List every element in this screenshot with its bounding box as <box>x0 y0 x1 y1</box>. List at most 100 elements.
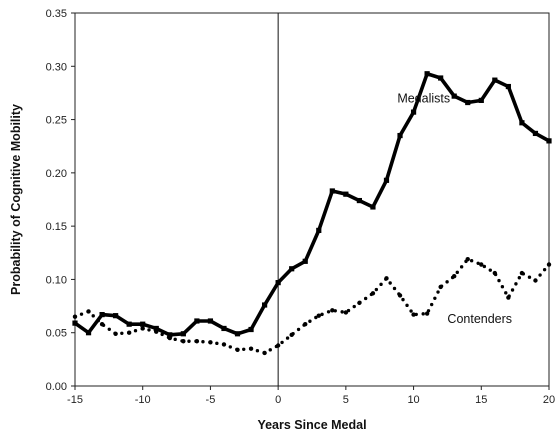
data-point <box>546 138 552 144</box>
y-tick-label: 0.15 <box>46 221 67 233</box>
series-line-contenders <box>73 257 551 355</box>
y-axis-title: Probability of Cognitive Mobility <box>9 104 23 295</box>
y-tick-label: 0.05 <box>46 328 67 340</box>
series-label-medalists: Medalists <box>397 91 450 105</box>
data-point <box>303 321 308 327</box>
data-point <box>506 295 511 300</box>
x-tick-label: 15 <box>475 394 487 406</box>
data-point <box>194 318 200 324</box>
data-point <box>181 339 186 344</box>
data-point <box>370 204 376 210</box>
data-point <box>330 308 335 313</box>
data-point <box>343 310 349 315</box>
x-tick-label: 0 <box>275 394 281 406</box>
data-point <box>85 330 92 336</box>
data-point <box>357 300 362 306</box>
data-point <box>154 329 159 334</box>
data-point <box>316 313 321 318</box>
x-tick-label: 10 <box>407 394 419 406</box>
data-point <box>384 276 389 281</box>
data-point <box>519 120 525 126</box>
data-point <box>410 109 417 115</box>
data-point <box>207 318 214 324</box>
data-point <box>86 309 91 314</box>
series-group <box>72 71 552 356</box>
data-point <box>397 132 403 139</box>
data-point <box>343 191 349 197</box>
y-tick-label: 0.10 <box>46 274 67 286</box>
data-point <box>262 350 267 356</box>
data-point <box>275 343 281 348</box>
data-point <box>289 332 294 338</box>
data-point <box>99 311 105 318</box>
data-point <box>248 346 254 351</box>
data-point <box>208 340 213 345</box>
data-point <box>478 97 484 103</box>
series-medalists <box>72 71 552 338</box>
data-point <box>167 332 173 338</box>
x-tick-label: -15 <box>67 394 83 406</box>
y-tick-label: 0.20 <box>46 168 67 180</box>
annotations: Medalists Contenders <box>397 91 512 326</box>
data-point <box>492 77 498 83</box>
data-point <box>370 291 376 296</box>
data-point <box>546 262 552 267</box>
data-point <box>438 284 443 290</box>
data-point <box>72 314 78 319</box>
data-point <box>126 321 132 327</box>
data-point <box>153 325 159 332</box>
data-point <box>289 266 295 272</box>
y-tick-label: 0.00 <box>46 381 67 393</box>
data-point <box>505 83 511 90</box>
data-point <box>140 326 145 331</box>
data-point <box>411 312 416 317</box>
data-point <box>465 99 471 106</box>
data-point <box>221 342 227 347</box>
data-point <box>438 75 444 81</box>
plot-frame <box>74 12 550 387</box>
x-tick-label: 5 <box>343 394 349 406</box>
data-point <box>533 278 538 283</box>
x-tick-label: -10 <box>135 394 151 406</box>
x-tick-label: -5 <box>206 394 216 406</box>
data-point <box>492 270 498 276</box>
data-point <box>248 326 254 333</box>
data-point <box>465 256 470 262</box>
tick-labels: -15 -10 -5 0 5 10 15 20 0.00 0.05 0.10 0.15 0.20 0.25… <box>46 8 555 406</box>
data-point <box>99 321 105 327</box>
data-point <box>72 320 78 326</box>
data-point <box>424 71 430 77</box>
data-point <box>275 280 281 286</box>
data-point <box>424 311 430 316</box>
data-point <box>451 93 457 99</box>
data-point <box>316 227 322 234</box>
x-axis-title: Years Since Medal <box>257 418 366 432</box>
axes <box>71 12 550 390</box>
data-point <box>479 262 484 267</box>
data-point <box>397 293 403 298</box>
data-point <box>194 339 200 344</box>
data-point <box>113 331 118 336</box>
data-point <box>235 347 240 352</box>
x-tick-label: 20 <box>543 394 555 406</box>
data-point <box>167 335 172 341</box>
data-point <box>113 313 119 319</box>
data-point <box>532 130 539 137</box>
data-point <box>234 331 241 337</box>
series-contenders <box>72 256 552 356</box>
data-point <box>452 274 457 279</box>
data-point <box>356 197 362 204</box>
y-tick-label: 0.25 <box>46 115 67 127</box>
series-label-contenders: Contenders <box>447 312 512 326</box>
data-point <box>262 302 268 308</box>
data-point <box>126 330 132 335</box>
data-point <box>329 188 335 194</box>
data-point <box>140 321 146 327</box>
data-point <box>519 270 525 276</box>
data-point <box>180 331 186 337</box>
data-point <box>383 177 390 183</box>
y-tick-label: 0.30 <box>46 61 67 73</box>
series-line-medalists <box>73 71 551 337</box>
data-point <box>302 258 308 264</box>
